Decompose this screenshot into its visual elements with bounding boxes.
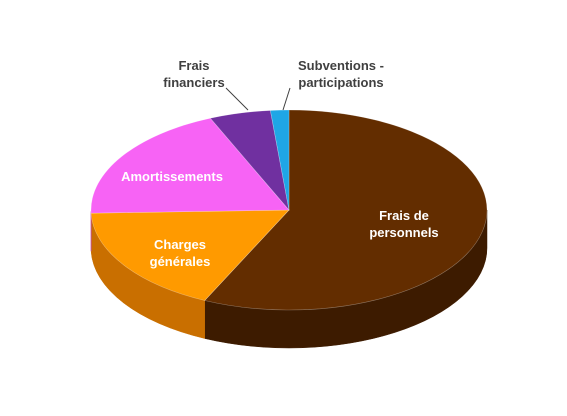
slice-label-0: Frais de personnels [369, 208, 438, 240]
leader-lines [225, 87, 291, 111]
slice-label-line: Frais [178, 58, 209, 73]
pie-slice-4 [270, 109, 290, 211]
slice-label-line: Amortissements [121, 169, 223, 184]
slice-label-2: Amortissements [121, 169, 223, 184]
slice-label-line: générales [150, 254, 211, 269]
slice-label-line: Frais de [379, 208, 429, 223]
pie-slice-0 [204, 109, 488, 311]
leader-line-3 [225, 87, 249, 111]
pie-slice-3 [209, 110, 290, 212]
slice-labels: Frais de personnels Charges générales Amorti… [121, 58, 439, 269]
slice-label-line: Subventions - [298, 58, 384, 73]
leader-line-4 [282, 87, 291, 111]
pie-tops [90, 109, 488, 311]
slice-label-1: Charges générales [150, 237, 211, 269]
slice-label-line: financiers [163, 75, 224, 90]
slice-label-4: Subventions - participations [298, 58, 384, 90]
pie-slice-1 [90, 209, 290, 301]
slice-label-3: Frais financiers [163, 58, 224, 90]
slice-label-line: participations [298, 75, 383, 90]
pie-slice-2 [90, 117, 290, 214]
slice-label-line: personnels [369, 225, 438, 240]
slice-label-line: Charges [154, 237, 206, 252]
